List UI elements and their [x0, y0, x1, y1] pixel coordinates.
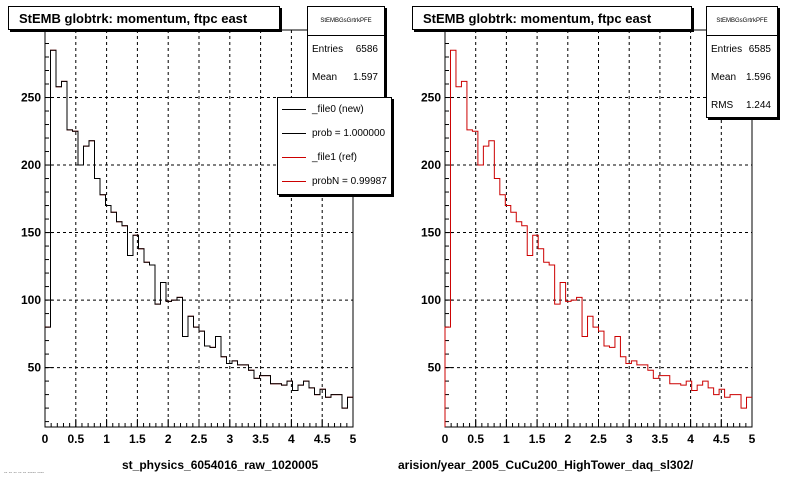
stats-value: 6585 [749, 36, 771, 64]
legend-label: prob = 1.000000 [312, 128, 385, 139]
x-tick-label: 4 [687, 432, 694, 446]
legend-swatch [282, 109, 306, 110]
x-tick-label: 4.5 [713, 432, 730, 446]
footer-text: -- -- -- -- -- ----- ---- [4, 470, 44, 476]
stats-value: 1.597 [353, 64, 378, 92]
x-tick-label: 2 [564, 432, 571, 446]
x-tick-label: 1 [503, 432, 510, 446]
stats-label: Entries [312, 36, 343, 64]
x-tick-label: 0.5 [467, 432, 484, 446]
stats-label: RMS [711, 92, 733, 120]
y-tick-label: 200 [421, 158, 441, 172]
y-tick-label: 250 [421, 91, 441, 105]
x-tick-label: 4.5 [314, 432, 331, 446]
legend-entry-file1: _file1 (ref) [278, 146, 391, 170]
left-stats-name: StEMBGsGrtrkPFE [308, 7, 384, 36]
x-tick-label: 3 [626, 432, 633, 446]
y-tick-label: 50 [428, 361, 442, 375]
legend-entry-prob: prob = 1.000000 [278, 122, 391, 146]
x-tick-label: 2.5 [191, 432, 208, 446]
legend-label: _file0 (new) [312, 104, 364, 115]
right-plot-title-text: StEMB globtrk: momentum, ftpc east [423, 11, 651, 26]
legend-entry-probN: probN = 0.99987 [278, 170, 391, 194]
left-stats-box: StEMBGsGrtrkPFE Entries 6586 Mean 1.597 [307, 6, 385, 98]
right-stats-name: StEMBGsGrtrkPFE [707, 7, 777, 36]
x-tick-label: 0.5 [67, 432, 84, 446]
stats-label: Entries [711, 36, 742, 64]
stats-value: 1.244 [746, 92, 771, 120]
x-tick-label: 0 [442, 432, 449, 446]
x-tick-label: 2.5 [590, 432, 607, 446]
right-stats-mean: Mean 1.596 [707, 64, 777, 92]
left-stats-entries: Entries 6586 [308, 36, 384, 64]
x-tick-label: 0 [42, 432, 49, 446]
x-tick-label: 3.5 [252, 432, 269, 446]
right-plot-title: StEMB globtrk: momentum, ftpc east [412, 6, 692, 30]
x-tick-label: 1 [103, 432, 110, 446]
y-tick-label: 100 [21, 293, 41, 307]
stats-label: Mean [312, 64, 337, 92]
x-tick-label: 5 [749, 432, 756, 446]
histogram-canvas: 0 0.5 1 1.5 2 2.5 3 3.5 4 4.5 5501001502002500 0.5 1… [0, 0, 800, 480]
x-tick-label: 2 [165, 432, 172, 446]
left-plot-title: StEMB globtrk: momentum, ftpc east [8, 6, 280, 30]
left-plot-title-text: StEMB globtrk: momentum, ftpc east [19, 11, 247, 26]
y-tick-label: 200 [21, 158, 41, 172]
x-tick-label: 3.5 [652, 432, 669, 446]
left-legend: _file0 (new) prob = 1.000000 _file1 (ref… [277, 97, 392, 195]
legend-swatch [282, 133, 306, 134]
legend-label: probN = 0.99987 [312, 176, 387, 187]
legend-swatch [282, 157, 306, 158]
x-tick-label: 1.5 [129, 432, 146, 446]
x-tick-label: 1.5 [529, 432, 546, 446]
stats-value: 1.596 [746, 64, 771, 92]
stats-label: Mean [711, 64, 736, 92]
legend-entry-file0: _file0 (new) [278, 98, 391, 122]
y-tick-label: 100 [421, 293, 441, 307]
right-x-axis-title: arision/year_2005_CuCu200_HighTower_daq_… [398, 458, 693, 472]
legend-label: _file1 (ref) [312, 152, 357, 163]
x-tick-label: 4 [288, 432, 295, 446]
x-tick-label: 3 [226, 432, 233, 446]
stats-value: 6586 [356, 36, 378, 64]
y-tick-label: 150 [421, 226, 441, 240]
y-tick-label: 150 [21, 226, 41, 240]
left-stats-mean: Mean 1.597 [308, 64, 384, 92]
right-stats-entries: Entries 6585 [707, 36, 777, 64]
right-stats-box: StEMBGsGrtrkPFE Entries 6585 Mean 1.596 … [706, 6, 778, 118]
x-tick-label: 5 [350, 432, 357, 446]
legend-swatch [282, 181, 306, 182]
right-stats-rms: RMS 1.244 [707, 92, 777, 120]
left-x-axis-title: st_physics_6054016_raw_1020005 [122, 458, 318, 472]
y-tick-label: 250 [21, 91, 41, 105]
y-tick-label: 50 [28, 361, 42, 375]
